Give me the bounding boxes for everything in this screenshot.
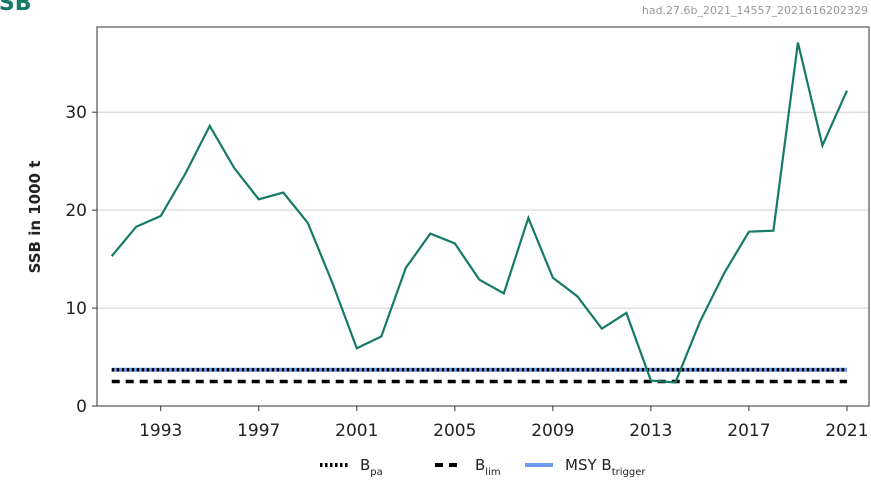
y-axis-label: SSB in 1000 t (26, 161, 44, 274)
legend-label: Bpa (360, 456, 383, 478)
x-tick-label: 2009 (531, 421, 574, 441)
legend-name: B (475, 456, 485, 474)
y-tick-label: 10 (65, 299, 87, 319)
legend-subscript: lim (485, 467, 500, 478)
chart-subtitle: had.27.6b_2021_14557_2021616202329 (642, 4, 868, 17)
x-tick-label: 2017 (727, 421, 770, 441)
x-tick-label: 2001 (335, 421, 378, 441)
x-tick-label: 2013 (629, 421, 672, 441)
legend-label: Blim (475, 456, 501, 478)
y-tick-label: 20 (65, 201, 87, 221)
legend-subscript: trigger (612, 467, 647, 478)
chart-title: SSB (0, 0, 31, 16)
x-tick-label: 2021 (825, 421, 868, 441)
legend-label: MSY Btrigger (565, 456, 646, 478)
x-tick-label: 1993 (139, 421, 182, 441)
data-line (110, 42, 848, 384)
y-tick-label: 30 (65, 103, 87, 123)
legend-name: B (360, 456, 370, 474)
legend-subscript: pa (370, 467, 382, 478)
y-tick-label: 0 (76, 397, 87, 417)
x-tick-label: 1997 (237, 421, 280, 441)
x-tick-label: 2005 (433, 421, 476, 441)
legend-name: MSY B (565, 456, 612, 474)
plot-frame (96, 26, 870, 407)
